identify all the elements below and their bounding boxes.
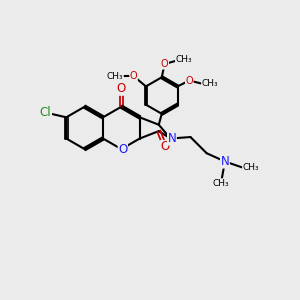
Text: O: O [160,140,170,154]
Text: O: O [130,71,137,81]
Text: CH₃: CH₃ [107,72,123,81]
Text: O: O [161,59,169,69]
Text: N: N [220,155,229,168]
Text: CH₃: CH₃ [202,79,218,88]
Text: N: N [167,132,176,145]
Text: O: O [117,82,126,95]
Text: O: O [185,76,193,85]
Text: CH₃: CH₃ [176,55,192,64]
Text: O: O [118,143,128,156]
Text: CH₃: CH₃ [212,179,229,188]
Text: Cl: Cl [40,106,52,119]
Text: CH₃: CH₃ [242,163,259,172]
